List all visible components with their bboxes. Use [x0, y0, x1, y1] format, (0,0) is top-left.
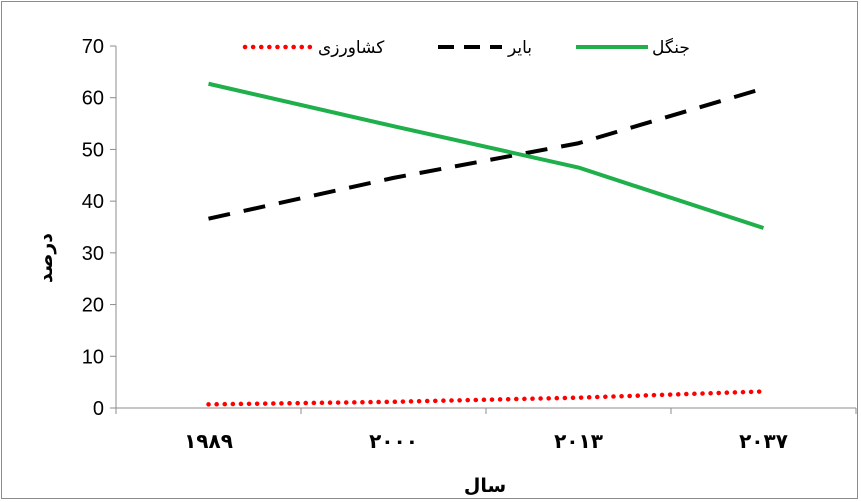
legend-label-1: کشاورزی [318, 38, 385, 58]
legend-label-2: بایر [507, 38, 532, 58]
x-tick-label: ۱۹۸۹ [184, 429, 233, 453]
y-tick-label: 40 [82, 191, 104, 213]
legend: کشاورزی بایر جنگل [242, 37, 690, 58]
series-lines [206, 81, 766, 407]
x-axis-title: سال [464, 475, 506, 497]
y-tick-label: 20 [82, 295, 104, 317]
y-tick-label: 10 [82, 346, 104, 368]
y-tick-label: 60 [82, 88, 104, 110]
y-tick-label: 50 [82, 139, 104, 161]
series-line-2 [208, 86, 765, 221]
y-axis: 0 10 20 30 40 50 60 70 [82, 36, 117, 420]
x-tick-label: ۲۰۱۳ [554, 429, 603, 453]
series-line-3 [208, 81, 765, 230]
y-axis-title: درصد [35, 233, 57, 283]
x-tick-label: ۲۰۰۰ [369, 429, 418, 453]
x-tick-label: ۲۰۳۷ [739, 429, 788, 453]
legend-label-3: جنگل [652, 37, 690, 58]
y-tick-label: 30 [82, 243, 104, 265]
y-tick-label: 0 [93, 398, 104, 420]
y-tick-label: 70 [82, 36, 104, 58]
series-line-1 [206, 389, 766, 407]
x-axis: ۱۹۸۹ ۲۰۰۰ ۲۰۱۳ ۲۰۳۷ [115, 407, 857, 453]
